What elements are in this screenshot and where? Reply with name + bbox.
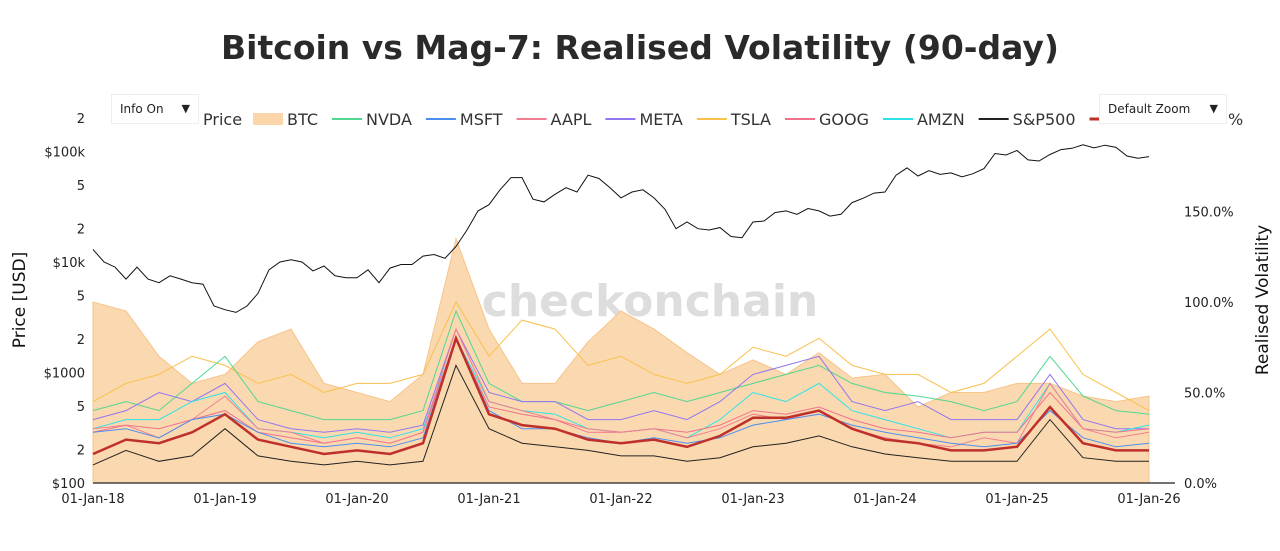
y-left-tick: $1000 (44, 367, 85, 382)
legend-item-goog[interactable]: GOOG (819, 110, 869, 129)
x-tick: 01-Jan-21 (457, 492, 520, 507)
legend: Price BTC NVDA MSFT AAPL META TSLA GOOG AMZN S&P5… (203, 110, 1243, 129)
legend-title: Price (203, 110, 242, 129)
series-meta-volatility (92, 327, 1149, 433)
legend-suffix: % (1228, 110, 1243, 129)
x-tick: 01-Jan-19 (193, 492, 256, 507)
y-left-label: Price [USD] (10, 252, 30, 348)
series-sp500-volatility (92, 364, 1149, 466)
y-left-tick: $100k (44, 146, 85, 161)
info-toggle-dropdown[interactable]: Info On ▼ (111, 94, 199, 124)
zoom-dropdown[interactable]: Default Zoom ▼ (1099, 94, 1227, 124)
legend-item-meta[interactable]: META (639, 110, 682, 129)
legend-item-amzn[interactable]: AMZN (917, 110, 965, 129)
y-left-tick: 5 (77, 179, 85, 194)
y-left-tick: 2 (77, 223, 85, 238)
y-right-tick: 50.0% (1184, 387, 1225, 402)
info-toggle-label: Info On (120, 102, 164, 116)
zoom-label: Default Zoom (1108, 102, 1191, 116)
legend-item-sp500[interactable]: S&P500 (1013, 110, 1076, 129)
legend-swatch (253, 113, 283, 125)
x-tick: 01-Jan-26 (1117, 492, 1180, 507)
y-right-tick: 100.0% (1184, 296, 1234, 311)
x-tick: 01-Jan-25 (985, 492, 1048, 507)
watermark: checkonchain (482, 276, 818, 327)
series-avg-volatility (92, 334, 1149, 456)
x-tick: 01-Jan-23 (721, 492, 784, 507)
x-tick: 01-Jan-22 (589, 492, 652, 507)
y-left-tick: $100 (52, 477, 85, 492)
legend-item-tsla[interactable]: TSLA (730, 110, 771, 129)
dropdown-arrow-icon: ▼ (1209, 102, 1218, 115)
y-left-tick: 2 (77, 112, 85, 127)
y-left-tick: 2 (77, 333, 85, 348)
x-tick: 01-Jan-18 (61, 492, 124, 507)
y-left-tick: 2 (77, 444, 85, 459)
series-btc-volatility-area (92, 236, 1150, 484)
y-left-tick: 5 (77, 400, 85, 415)
y-right-label: Realised Volatility (1253, 225, 1273, 375)
legend-item-nvda[interactable]: NVDA (366, 110, 412, 129)
dropdown-arrow-icon: ▼ (181, 102, 190, 115)
x-tick: 01-Jan-24 (853, 492, 916, 507)
legend-item-aapl[interactable]: AAPL (551, 110, 592, 129)
series-nvda-volatility (92, 309, 1150, 421)
chart-title: Bitcoin vs Mag-7: Realised Volatility (9… (221, 28, 1059, 67)
y-right-tick: 0.0% (1184, 477, 1217, 492)
legend-item-msft[interactable]: MSFT (460, 110, 503, 129)
series-btc-price (92, 144, 1150, 313)
legend-item-btc[interactable]: BTC (287, 110, 318, 129)
x-tick: 01-Jan-20 (325, 492, 388, 507)
y-left-tick: $10k (53, 256, 86, 271)
y-left-tick: 5 (77, 289, 85, 304)
series-tsla-volatility (92, 300, 1150, 412)
y-right-tick: 150.0% (1184, 206, 1234, 221)
series-aapl-volatility (92, 327, 1150, 448)
